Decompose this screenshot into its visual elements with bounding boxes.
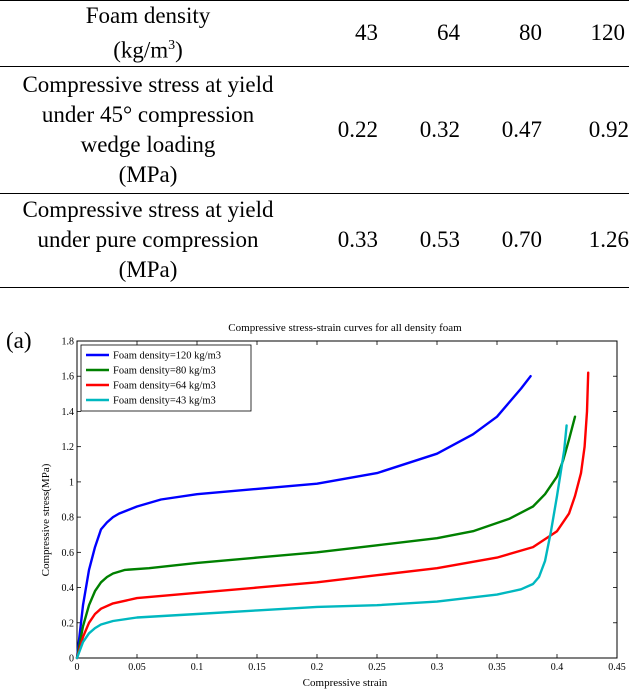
plot-frame <box>76 340 618 659</box>
table-cell: 64 <box>378 0 460 67</box>
y-tick-label: 0.6 <box>62 548 75 559</box>
legend-entry: Foam density=80 kg/m3 <box>113 366 216 377</box>
x-tick-label: 0.05 <box>128 662 146 673</box>
wedge-label-cell: Compressive stress at yield under 45° co… <box>0 66 296 194</box>
table-cell: 0.22 <box>296 66 378 194</box>
chart-title: Compressive stress-strain curves for all… <box>228 322 462 334</box>
stress-strain-chart: Compressive stress-strain curves for all… <box>40 322 626 689</box>
x-tick-label: 0.4 <box>551 662 564 673</box>
y-tick-label: 1.8 <box>62 337 75 348</box>
table-cell: 0.47 <box>460 66 542 194</box>
table-cell: 0.70 <box>460 193 542 288</box>
x-tick-label: 0.3 <box>431 662 444 673</box>
legend-entry: Foam density=64 kg/m3 <box>113 381 216 392</box>
series-line-1 <box>75 415 577 660</box>
table-cell: 120 <box>542 0 629 67</box>
legend-box <box>80 344 252 412</box>
properties-table-container: Foam density (kg/m3) 43 64 80 120 Compre… <box>0 0 629 288</box>
table-row-density: Foam density (kg/m3) 43 64 80 120 <box>0 0 629 67</box>
table-row-wedge-yield: Compressive stress at yield under 45° co… <box>0 66 629 194</box>
legend-entry: Foam density=43 kg/m3 <box>113 396 216 407</box>
y-tick-label: 1.6 <box>62 372 75 383</box>
legend-entry: Foam density=120 kg/m3 <box>113 351 221 362</box>
x-tick-label: 0.15 <box>248 662 266 673</box>
foam-properties-table: Foam density (kg/m3) 43 64 80 120 Compre… <box>0 0 629 288</box>
table-cell: 0.53 <box>378 193 460 288</box>
x-tick-label: 0.25 <box>368 662 386 673</box>
x-tick-label: 0.35 <box>488 662 506 673</box>
table-cell: 0.92 <box>542 66 629 194</box>
table-row-pure-yield: Compressive stress at yield under pure c… <box>0 193 629 288</box>
y-tick-label: 0.2 <box>62 618 75 629</box>
pure-label-cell: Compressive stress at yield under pure c… <box>0 193 296 288</box>
table-cell: 0.33 <box>296 193 378 288</box>
y-tick-label: 1.4 <box>62 407 75 418</box>
x-tick-label: 0 <box>75 662 80 673</box>
table-cell: 1.26 <box>542 193 629 288</box>
density-label-line-1: Foam density <box>85 3 211 28</box>
x-tick-label: 0.1 <box>191 662 204 673</box>
chart-legend: Foam density=120 kg/m3 Foam density=80 kg… <box>80 344 252 412</box>
series-line-0 <box>75 375 532 660</box>
axes-layer: 0 0.05 0.1 0.15 0.2 0.25 0.3 0.35 0.4 0.45 0 0.2 0.4… <box>62 337 626 674</box>
table-cell: 0.32 <box>378 66 460 194</box>
panel-label: (a) <box>6 328 32 353</box>
x-tick-label: 0.2 <box>311 662 324 673</box>
table-cell: 80 <box>460 0 542 67</box>
y-tick-label: 0.4 <box>62 583 75 594</box>
x-axis-label: Compressive strain <box>303 677 388 689</box>
series-line-3 <box>75 424 568 660</box>
y-tick-label: 0 <box>69 654 74 665</box>
y-axis-label: Compressive stress(MPa) <box>40 463 52 576</box>
y-tick-label: 1.2 <box>62 442 75 453</box>
series-layer <box>75 371 590 660</box>
density-label-line-2: (kg/m3) <box>113 37 183 63</box>
series-line-2 <box>75 371 590 660</box>
density-label-cell: Foam density (kg/m3) <box>0 0 296 67</box>
y-tick-label: 1 <box>69 477 74 488</box>
table-cell: 43 <box>296 0 378 67</box>
x-tick-label: 0.45 <box>608 662 626 673</box>
y-tick-label: 0.8 <box>62 513 75 524</box>
